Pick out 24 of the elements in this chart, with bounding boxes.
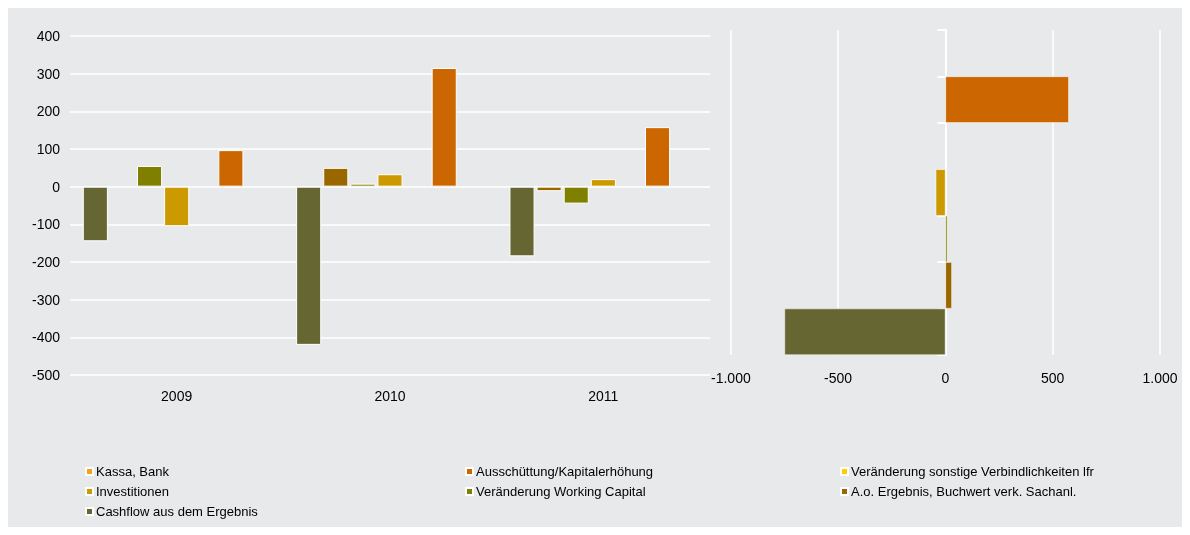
legend-label: A.o. Ergebnis, Buchwert verk. Sachanl.	[851, 484, 1077, 499]
y-tick-label: 0	[52, 178, 61, 195]
y-tick-label: 300	[36, 65, 61, 82]
x-tick-label: 0	[941, 370, 950, 386]
y-tick-label: -200	[31, 254, 61, 270]
y-tick-label: 400	[36, 28, 61, 44]
x-tick-label: 2010	[374, 388, 406, 404]
y-tick-label: -400	[31, 329, 61, 346]
x-tick-label: 500	[1041, 370, 1065, 386]
legend-label: Investitionen	[96, 484, 169, 499]
x-tick-label: -500	[824, 370, 853, 386]
y-tick-label: 100	[36, 141, 61, 157]
legend-label: Cashflow aus dem Ergebnis	[96, 504, 259, 519]
x-tick-label: 1.000	[1142, 370, 1178, 386]
legend-label: Kassa, Bank	[96, 464, 170, 479]
y-tick-label: -300	[31, 291, 61, 308]
x-tick-label: 2009	[161, 388, 193, 404]
legend-label: Veränderung Working Capital	[476, 484, 646, 499]
x-tick-label: 2011	[588, 388, 619, 404]
y-tick-label: -100	[31, 216, 61, 233]
y-tick-label: 200	[36, 103, 61, 120]
legend-label: Veränderung sonstige Verbindlichkeiten lfr	[851, 464, 1095, 479]
x-tick-label: -1.000	[711, 370, 751, 386]
legend-label: Ausschüttung/Kapitalerhöhung	[476, 464, 654, 479]
